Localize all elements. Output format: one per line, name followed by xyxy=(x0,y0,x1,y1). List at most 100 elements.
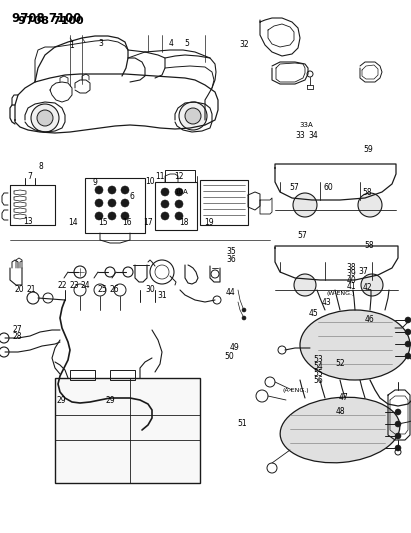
Text: 11: 11 xyxy=(155,173,164,181)
Text: 21: 21 xyxy=(26,286,36,294)
Text: 42: 42 xyxy=(363,284,373,292)
Text: 3: 3 xyxy=(98,39,103,48)
Text: 27: 27 xyxy=(12,325,22,334)
Circle shape xyxy=(293,193,317,217)
Text: 34: 34 xyxy=(308,132,318,140)
Text: 4: 4 xyxy=(168,39,173,48)
Text: 37: 37 xyxy=(359,268,369,276)
Text: 33: 33 xyxy=(295,132,305,140)
Text: 9708 7100: 9708 7100 xyxy=(12,12,82,25)
Text: 5: 5 xyxy=(185,39,189,48)
Circle shape xyxy=(121,186,129,194)
Text: 12: 12 xyxy=(174,173,184,181)
Text: 43: 43 xyxy=(322,298,332,307)
Text: 9708 7100: 9708 7100 xyxy=(18,16,83,26)
Text: 14: 14 xyxy=(68,219,78,227)
Text: 52: 52 xyxy=(335,359,345,368)
Text: (W-ENG.): (W-ENG.) xyxy=(327,290,356,296)
Text: 49: 49 xyxy=(229,343,239,352)
Bar xyxy=(165,170,195,182)
Circle shape xyxy=(395,421,401,427)
Text: 19: 19 xyxy=(204,219,214,227)
Text: 48: 48 xyxy=(335,407,345,416)
Circle shape xyxy=(161,200,169,208)
Text: 45: 45 xyxy=(308,309,318,318)
Bar xyxy=(85,178,145,233)
Text: 25: 25 xyxy=(97,286,107,294)
Text: 17: 17 xyxy=(143,219,153,227)
Circle shape xyxy=(31,104,59,132)
Circle shape xyxy=(405,353,411,359)
Text: 56: 56 xyxy=(314,376,323,385)
Text: 46: 46 xyxy=(365,316,375,324)
Text: 13: 13 xyxy=(23,217,33,225)
Circle shape xyxy=(242,308,246,312)
Text: 6: 6 xyxy=(129,192,134,200)
Text: 38: 38 xyxy=(346,263,356,272)
Text: 29: 29 xyxy=(56,397,66,405)
Text: 7: 7 xyxy=(27,173,32,181)
Text: 50: 50 xyxy=(224,352,234,360)
Text: 60: 60 xyxy=(324,183,334,192)
Circle shape xyxy=(361,274,383,296)
Text: 58: 58 xyxy=(364,241,374,249)
Circle shape xyxy=(161,212,169,220)
Circle shape xyxy=(185,108,201,124)
Circle shape xyxy=(108,212,116,220)
Text: 33A: 33A xyxy=(299,122,313,128)
Circle shape xyxy=(175,188,183,196)
Text: 57: 57 xyxy=(289,183,299,192)
Bar xyxy=(155,182,197,230)
Text: 36: 36 xyxy=(226,255,236,263)
Circle shape xyxy=(395,433,401,439)
Text: 41: 41 xyxy=(346,282,356,291)
Text: 29: 29 xyxy=(105,397,115,405)
Text: 24: 24 xyxy=(81,281,90,290)
Text: 32: 32 xyxy=(240,41,249,49)
Circle shape xyxy=(95,212,103,220)
Bar xyxy=(200,180,248,225)
Bar xyxy=(70,370,95,380)
Circle shape xyxy=(108,186,116,194)
Text: 8: 8 xyxy=(39,162,44,171)
Text: 54: 54 xyxy=(314,362,323,371)
Text: 35: 35 xyxy=(226,247,236,256)
Circle shape xyxy=(242,316,246,320)
Text: (A-ENG.): (A-ENG.) xyxy=(283,387,309,393)
Text: 16: 16 xyxy=(122,219,132,227)
Circle shape xyxy=(95,199,103,207)
Text: 55: 55 xyxy=(314,369,323,378)
Circle shape xyxy=(179,102,207,130)
Text: 15: 15 xyxy=(98,219,108,227)
Text: 10: 10 xyxy=(145,177,155,185)
Text: 44: 44 xyxy=(226,288,236,296)
Circle shape xyxy=(161,188,169,196)
Text: 18: 18 xyxy=(179,219,189,227)
Circle shape xyxy=(395,409,401,415)
Text: 26: 26 xyxy=(109,286,119,294)
Circle shape xyxy=(95,186,103,194)
Text: 23: 23 xyxy=(69,281,79,290)
Circle shape xyxy=(405,341,411,347)
Circle shape xyxy=(405,317,411,323)
Circle shape xyxy=(175,200,183,208)
Circle shape xyxy=(395,445,401,451)
Bar xyxy=(110,370,135,380)
Circle shape xyxy=(108,199,116,207)
Text: 51: 51 xyxy=(238,419,247,428)
Circle shape xyxy=(358,193,382,217)
Text: 9: 9 xyxy=(92,178,97,187)
Text: 31: 31 xyxy=(157,291,167,300)
Bar xyxy=(55,378,200,483)
Ellipse shape xyxy=(300,310,410,380)
Circle shape xyxy=(405,329,411,335)
Circle shape xyxy=(121,212,129,220)
Text: 39: 39 xyxy=(346,270,356,278)
Text: 40: 40 xyxy=(346,276,356,285)
Text: 57: 57 xyxy=(297,231,307,240)
Circle shape xyxy=(37,110,53,126)
Circle shape xyxy=(294,274,316,296)
Text: 58: 58 xyxy=(362,189,372,197)
Text: 59: 59 xyxy=(363,145,373,154)
Text: 47: 47 xyxy=(338,393,348,401)
